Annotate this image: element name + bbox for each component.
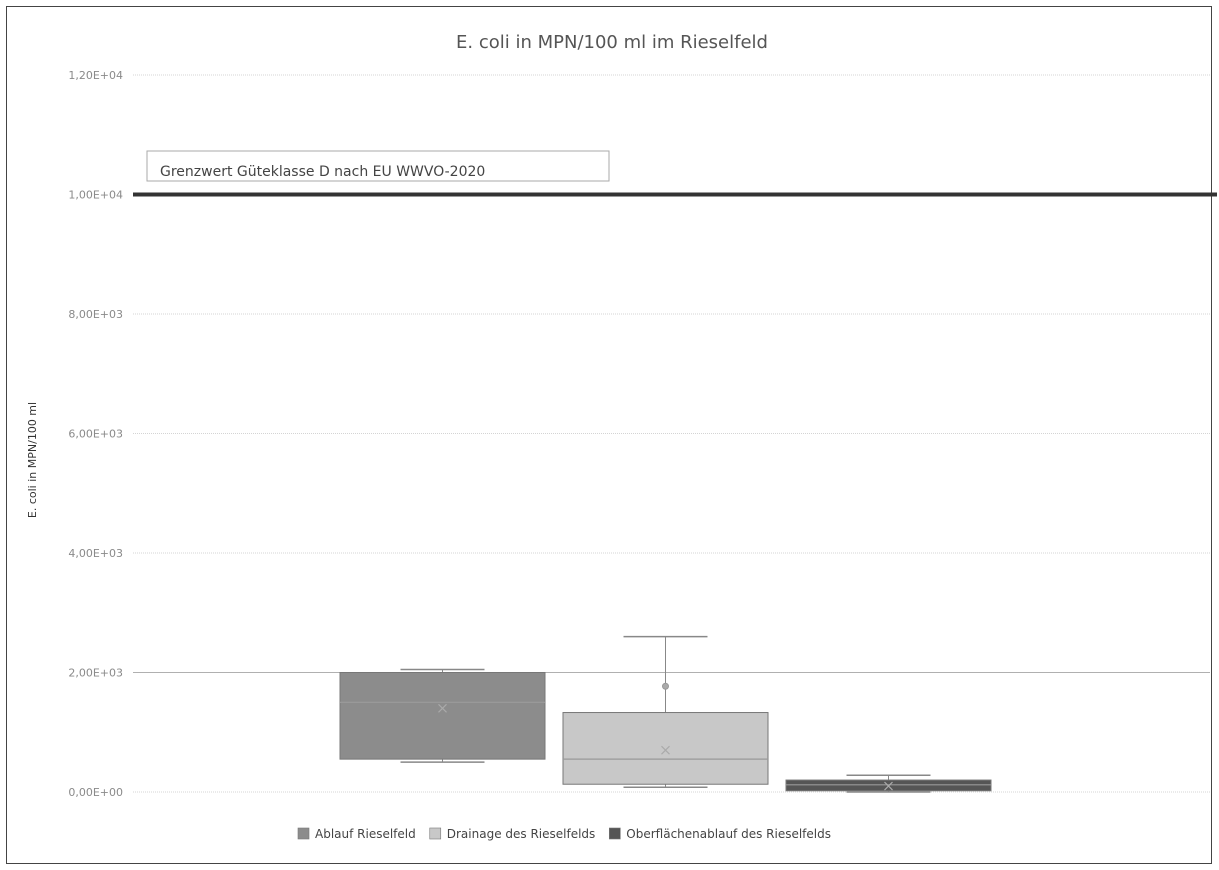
box-plots [339,635,992,793]
y-tick-label: 1,20E+04 [68,69,123,82]
legend-item: Ablauf Rieselfeld [297,827,416,841]
y-tick-label: 1,00E+04 [68,189,123,202]
mean-marker [661,745,670,755]
gridlines [133,74,1210,793]
y-tick-labels: 0,00E+00 2,00E+03 4,00E+03 6,00E+03 8,00E+03… [68,69,123,799]
reference-line-group: Grenzwert Güteklasse D nach EU WWVO-2020 [133,150,1217,197]
legend: Ablauf Rieselfeld Drainage des Rieselfeld… [297,827,831,841]
legend-label: Oberflächenablauf des Rieselfelds [626,827,831,841]
box-2 [562,635,769,788]
legend-label: Ablauf Rieselfeld [315,827,416,841]
y-tick-label: 2,00E+03 [68,667,123,680]
y-tick-label: 0,00E+00 [68,786,123,799]
legend-label: Drainage des Rieselfelds [447,827,596,841]
y-tick-label: 8,00E+03 [68,308,123,321]
legend-swatch [608,827,621,840]
y-tick-label: 6,00E+03 [68,428,123,441]
legend-swatch [297,827,310,840]
y-axis-label: E. coli in MPN/100 ml [26,402,39,518]
legend-swatch [429,827,442,840]
legend-item: Oberflächenablauf des Rieselfelds [608,827,831,841]
outlier-point [662,682,669,690]
box-3 [785,774,992,793]
reference-label: Grenzwert Güteklasse D nach EU WWVO-2020 [160,164,485,180]
reference-label-box [146,150,610,182]
y-tick-label: 4,00E+03 [68,547,123,560]
box-body [562,712,769,785]
mean-marker [438,703,447,713]
box-1 [339,668,546,763]
mean-marker [884,781,893,791]
box-body [339,672,546,760]
chart-title: E. coli in MPN/100 ml im Rieselfeld [456,32,768,53]
legend-item: Drainage des Rieselfelds [429,827,596,841]
